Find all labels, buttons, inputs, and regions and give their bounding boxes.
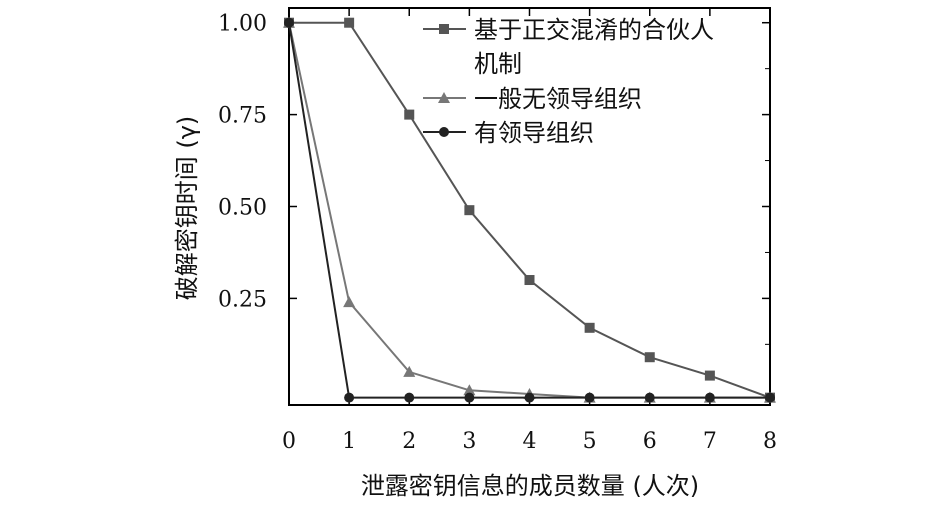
x-tick-label: 5 <box>583 429 597 454</box>
y-axis-title: 破解密钥时间 (γ) <box>173 116 201 301</box>
data-point-circle <box>765 392 775 403</box>
x-tick-label: 1 <box>342 429 356 454</box>
y-tick-label: 0.50 <box>218 196 267 221</box>
x-tick-label: 4 <box>523 429 537 454</box>
legend-label: 一般无领导组织 <box>474 85 642 113</box>
x-tick-label: 2 <box>402 429 416 454</box>
data-point-triangle <box>343 296 356 308</box>
data-point-square <box>524 275 535 286</box>
series-line <box>288 22 770 399</box>
series-layer <box>283 16 776 403</box>
y-tick-label: 0.75 <box>218 104 267 129</box>
plot-frame <box>288 7 771 406</box>
data-point-circle <box>404 392 415 403</box>
data-point-circle <box>464 392 475 403</box>
data-point-circle <box>644 392 655 403</box>
data-point-circle <box>524 392 535 403</box>
series-3 <box>284 17 775 403</box>
x-axis-title: 泄露密钥信息的成员数量 (人次) <box>361 472 699 500</box>
series-line <box>289 21 771 399</box>
legend-label: 基于正交混淆的合伙人 <box>474 16 714 44</box>
y-tick-label: 0.25 <box>218 287 267 312</box>
series-2 <box>283 16 776 403</box>
series-line <box>288 22 770 399</box>
data-point-square <box>404 109 415 120</box>
x-tick-label: 8 <box>763 429 777 454</box>
data-point-circle <box>439 127 449 137</box>
data-point-square <box>439 24 449 34</box>
legend-label: 机制 <box>474 50 522 78</box>
data-point-circle <box>344 392 355 403</box>
data-point-circle <box>584 392 595 403</box>
data-point-triangle <box>463 384 476 396</box>
data-point-triangle <box>438 92 450 103</box>
x-tick-label: 6 <box>643 429 657 454</box>
data-point-triangle <box>403 365 416 377</box>
series-1 <box>284 17 775 403</box>
data-point-square <box>344 17 355 28</box>
data-point-square <box>644 352 655 363</box>
y-tick-label: 1.00 <box>218 12 267 37</box>
legend-item-3: 有领导组织 <box>423 119 594 147</box>
legend-item-2: 一般无领导组织 <box>423 85 642 113</box>
x-tick-label: 7 <box>703 429 717 454</box>
data-point-circle <box>284 17 294 28</box>
data-point-square <box>464 205 475 216</box>
data-point-square <box>584 322 595 333</box>
data-point-circle <box>704 392 715 403</box>
legend-label: 有领导组织 <box>474 119 594 147</box>
x-tick-label: 0 <box>282 429 296 454</box>
x-tick-label: 3 <box>462 429 476 454</box>
data-point-square <box>704 370 715 381</box>
